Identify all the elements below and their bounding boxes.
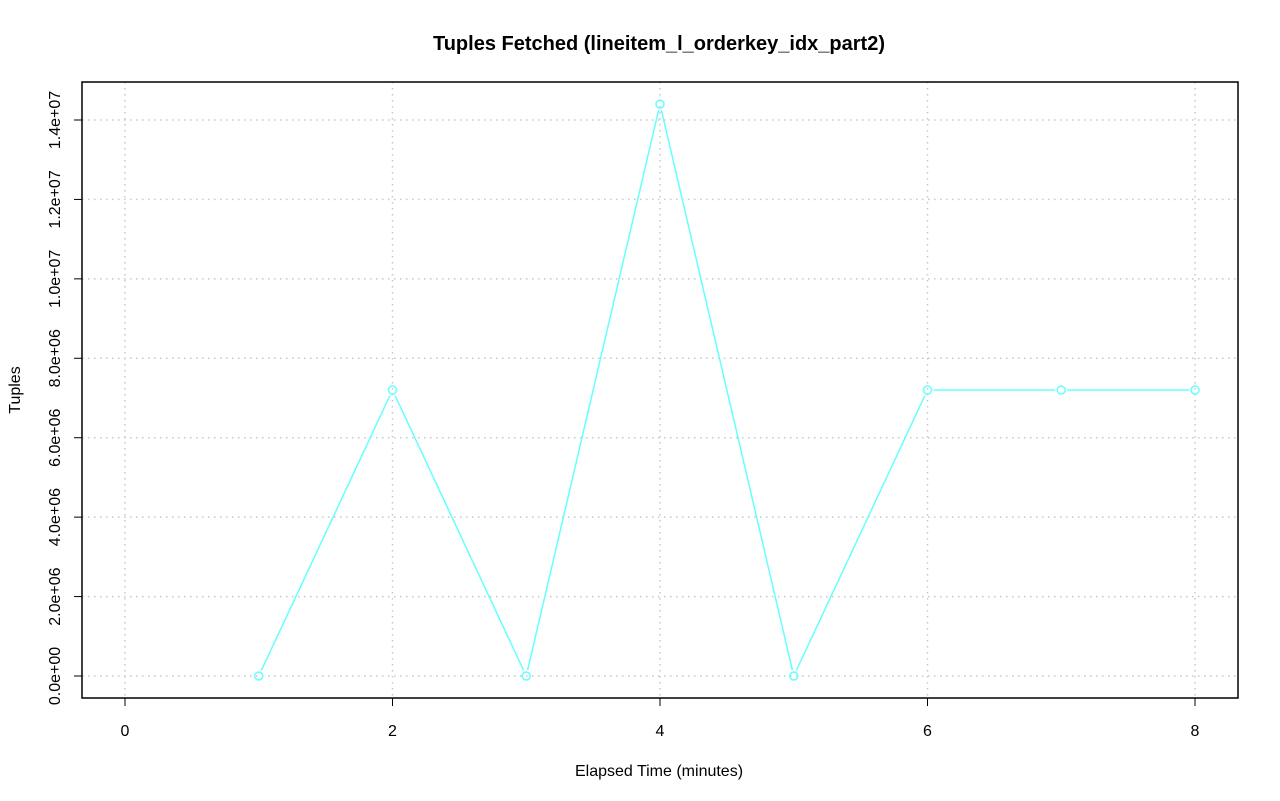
data-series [254, 99, 1200, 681]
data-point [521, 671, 531, 681]
y-tick-label: 6.0e+06 [47, 408, 64, 466]
x-tick-label: 2 [388, 723, 397, 740]
x-tick-label: 8 [1191, 723, 1200, 740]
data-point [789, 671, 799, 681]
y-tick-label: 2.0e+06 [47, 567, 64, 625]
y-axis-title: Tuples [7, 366, 24, 413]
chart-title: Tuples Fetched (lineitem_l_orderkey_idx_… [433, 33, 885, 55]
y-axis: 0.0e+00 2.0e+06 4.0e+06 6.0e+06 8.0e+06 1.0e+… [47, 91, 83, 705]
series-line-segment [394, 395, 525, 671]
y-tick-label: 1.2e+07 [47, 170, 64, 228]
series-line-segment [795, 395, 926, 671]
y-tick-label: 8.0e+06 [47, 329, 64, 387]
x-axis-title: Elapsed Time (minutes) [575, 763, 743, 780]
series-line-segment [526, 109, 660, 671]
y-tick-label: 4.0e+06 [47, 488, 64, 546]
x-axis: 0 2 4 6 8 [121, 697, 1200, 740]
series-line-segment [660, 109, 794, 671]
data-point [1190, 385, 1200, 395]
y-tick-label: 1.4e+07 [47, 91, 64, 149]
data-point [655, 99, 665, 109]
x-tick-label: 4 [656, 723, 665, 740]
data-point [922, 385, 933, 395]
y-tick-label: 1.0e+07 [47, 250, 64, 308]
series-line-segment [260, 395, 391, 671]
data-point [254, 671, 264, 681]
data-point [1056, 385, 1066, 395]
y-tick-label: 0.0e+00 [47, 647, 64, 705]
x-tick-label: 6 [923, 723, 932, 740]
data-point [387, 385, 398, 395]
grid-lines [82, 82, 1238, 698]
x-tick-label: 0 [121, 723, 130, 740]
